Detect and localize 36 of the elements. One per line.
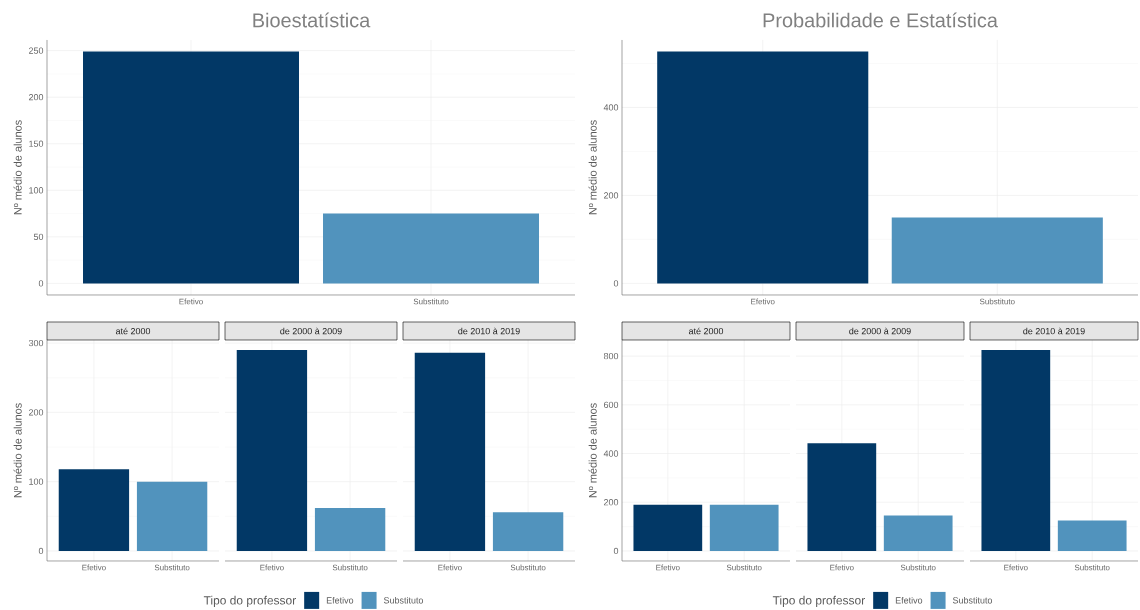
y-tick-label: 300 [28, 339, 44, 347]
chart-subtitle: de 2000 à 2009 [849, 327, 911, 335]
chart-title: Bioestatística [253, 12, 371, 28]
y-tick-label: 0 [613, 547, 619, 555]
chart-subtitle: de 2000 à 2009 [280, 327, 342, 335]
y-tick-label: 100 [29, 187, 44, 194]
chart-subtitle: de 2010 à 2019 [1023, 327, 1085, 335]
y-tick-label: 400 [603, 450, 619, 457]
y-tick-label: 0 [613, 280, 619, 287]
y-axis-title: Nº médio de alunos [588, 403, 597, 498]
y-tick-label: 200 [603, 499, 619, 506]
legend-label: Efetivo [895, 596, 923, 604]
y-tick-label: 200 [28, 409, 44, 416]
y-tick-label: 600 [603, 401, 619, 408]
y-tick-label: 50 [33, 233, 44, 241]
chart-title: Probabilidade e Estatística [763, 12, 998, 28]
chart-subtitle: de 2010 à 2019 [458, 327, 520, 335]
y-tick-label: 100 [29, 478, 44, 485]
y-axis-title: Nº médio de alunos [13, 120, 22, 215]
legend-label: Efetivo [326, 596, 354, 604]
legend-label: Substituto [952, 596, 993, 604]
y-axis-title: Nº médio de alunos [588, 120, 597, 215]
y-tick-label: 0 [38, 547, 44, 555]
legend-label: Substituto [383, 596, 424, 604]
y-tick-label: 400 [603, 104, 619, 111]
y-tick-label: 800 [603, 352, 619, 360]
y-tick-label: 0 [38, 280, 44, 287]
y-tick-label: 200 [28, 94, 44, 101]
chart-subtitle: até 2000 [115, 327, 151, 335]
chart-subtitle: até 2000 [688, 327, 724, 335]
legend-title: Tipo do professor [203, 595, 296, 607]
y-tick-label: 150 [29, 140, 44, 147]
y-axis-title: Nº médio de alunos [13, 403, 22, 498]
y-tick-label: 200 [603, 192, 619, 199]
legend-title: Tipo do professor [772, 595, 865, 607]
y-tick-label: 250 [28, 47, 44, 54]
